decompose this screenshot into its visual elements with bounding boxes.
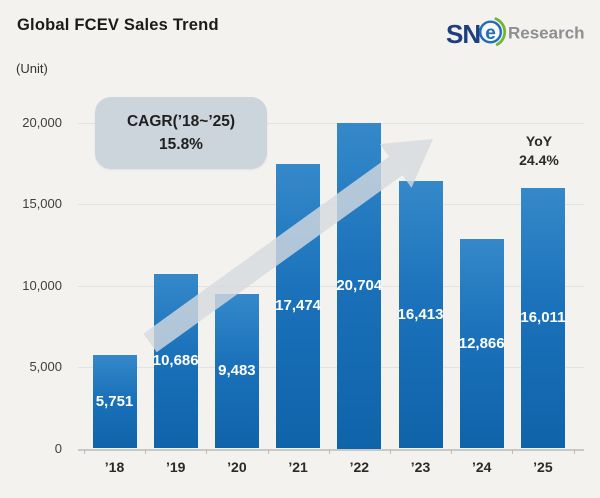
x-tick-label: ’23 (410, 459, 431, 475)
bar-value-label: 12,866 (458, 334, 505, 352)
bar-’18 (92, 354, 137, 449)
y-tick-label: 10,000 (22, 277, 62, 293)
x-tick-label: ’20 (227, 459, 247, 475)
x-tick-label: ’24 (471, 459, 492, 475)
page-title: Global FCEV Sales Trend (17, 16, 219, 34)
gridline-5000 (78, 367, 584, 368)
y-tick-label: 15,000 (22, 196, 62, 211)
x-tick-label: ’22 (349, 459, 370, 475)
bar-value-label: 10,686 (152, 352, 199, 370)
logo-sn-text: SN (446, 19, 480, 49)
gridline-15000 (78, 204, 584, 205)
bar-value-label: 9,483 (218, 362, 256, 380)
bar-’25 (520, 187, 565, 449)
axis-tick (145, 450, 147, 454)
x-tick-label: ’21 (288, 459, 308, 475)
x-tick-label: ’18 (104, 459, 125, 475)
x-tick-label: ’25 (533, 459, 553, 475)
axis-tick (389, 450, 391, 454)
sne-research-logo: SN e Research (446, 17, 585, 49)
axis-tick (328, 450, 330, 454)
y-tick-label: 5,000 (29, 359, 62, 374)
logo-swoosh-icon (494, 17, 507, 46)
bar-value-label: 5,751 (95, 392, 134, 410)
bar-value-label: 17,474 (275, 297, 322, 315)
x-axis-line (78, 448, 584, 451)
x-tick-label: ’19 (165, 459, 186, 475)
axis-tick (83, 450, 85, 454)
y-tick-label: 20,000 (22, 114, 62, 130)
cagr-label: CAGR(’18~’25) (126, 112, 236, 130)
cagr-value: 15.8% (159, 136, 203, 153)
axis-tick (206, 450, 208, 454)
bar-value-label: 20,704 (336, 276, 383, 294)
bar-value-label: 16,413 (397, 305, 444, 323)
yoy-value: 24.4% (519, 152, 559, 168)
yoy-annotation: YoY 24.4% (507, 132, 571, 170)
axis-tick (267, 450, 269, 454)
bar-’24 (459, 238, 504, 449)
gridline-20000 (78, 122, 584, 124)
yoy-label: YoY (525, 133, 553, 149)
logo-e-circle (479, 20, 503, 44)
cagr-annotation: CAGR(’18~’25) 15.8% (95, 97, 267, 169)
axis-tick (512, 450, 514, 454)
logo-research-text: Research (508, 24, 585, 43)
bar-value-label: 16,011 (520, 309, 566, 326)
logo-e-text: e (485, 23, 496, 44)
axis-tick (451, 450, 453, 454)
axis-tick (573, 450, 575, 454)
unit-label: (Unit) (16, 61, 48, 76)
y-tick-label: 0 (54, 440, 62, 456)
